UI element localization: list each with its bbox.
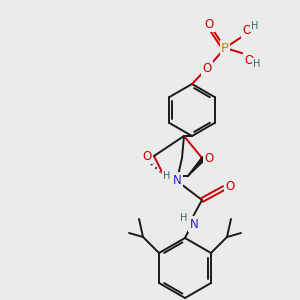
Text: O: O <box>202 61 211 74</box>
Text: O: O <box>142 149 152 163</box>
Text: H: H <box>251 21 259 31</box>
Text: H: H <box>163 171 171 181</box>
Polygon shape <box>188 157 206 176</box>
Text: H: H <box>253 59 261 69</box>
Text: O: O <box>242 23 252 37</box>
Text: O: O <box>244 53 253 67</box>
Text: O: O <box>204 152 214 164</box>
Text: N: N <box>190 218 198 230</box>
Text: P: P <box>221 41 229 55</box>
Text: O: O <box>225 179 235 193</box>
Text: O: O <box>204 17 214 31</box>
Text: H: H <box>180 213 188 223</box>
Text: N: N <box>172 173 182 187</box>
